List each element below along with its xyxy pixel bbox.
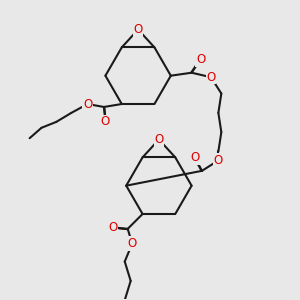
Text: O: O bbox=[206, 71, 216, 84]
Text: O: O bbox=[83, 98, 92, 110]
Text: O: O bbox=[101, 115, 110, 128]
Text: O: O bbox=[128, 237, 137, 250]
Text: O: O bbox=[196, 53, 205, 66]
Text: O: O bbox=[134, 23, 143, 36]
Text: O: O bbox=[190, 151, 199, 164]
Text: O: O bbox=[214, 154, 223, 167]
Text: O: O bbox=[154, 133, 164, 146]
Text: O: O bbox=[108, 221, 118, 234]
